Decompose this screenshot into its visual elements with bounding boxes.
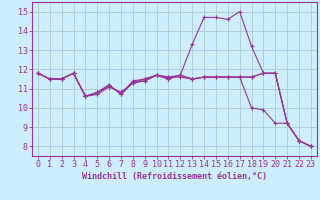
- X-axis label: Windchill (Refroidissement éolien,°C): Windchill (Refroidissement éolien,°C): [82, 172, 267, 181]
